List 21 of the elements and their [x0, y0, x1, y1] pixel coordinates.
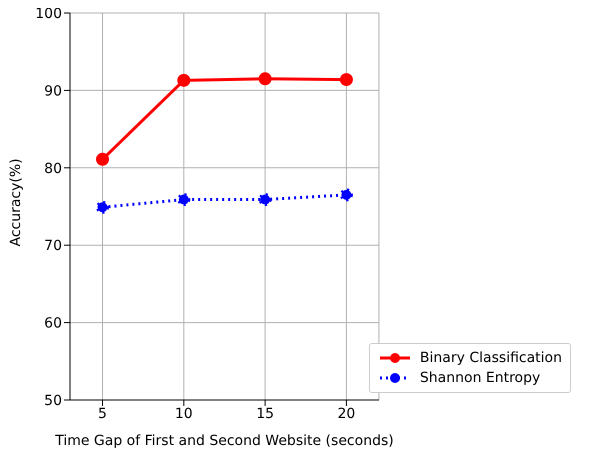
point — [340, 188, 353, 202]
point — [96, 152, 110, 166]
point — [340, 73, 353, 86]
y-tick-label: 60 — [44, 316, 62, 332]
y-tick-label: 90 — [44, 83, 62, 100]
x-tick-label: 5 — [98, 406, 107, 422]
legend-label: Binary Classification — [420, 349, 562, 368]
y-tick-label: 80 — [44, 160, 62, 177]
y-tick-label: 50 — [44, 392, 62, 409]
point — [258, 72, 272, 86]
y-tick-label: 70 — [44, 238, 62, 254]
x-tick-label: 10 — [174, 406, 193, 422]
x-axis-title: Time Gap of First and Second Website (seconds) — [54, 433, 394, 449]
x-tick-label: 15 — [256, 406, 274, 422]
point — [177, 193, 190, 206]
y-axis-title: Accuracy(%) — [8, 158, 24, 246]
point — [258, 193, 272, 206]
point — [96, 200, 110, 214]
point — [177, 74, 190, 87]
legend-label: Shannon Entropy — [420, 369, 540, 388]
x-tick-label: 20 — [337, 406, 356, 422]
